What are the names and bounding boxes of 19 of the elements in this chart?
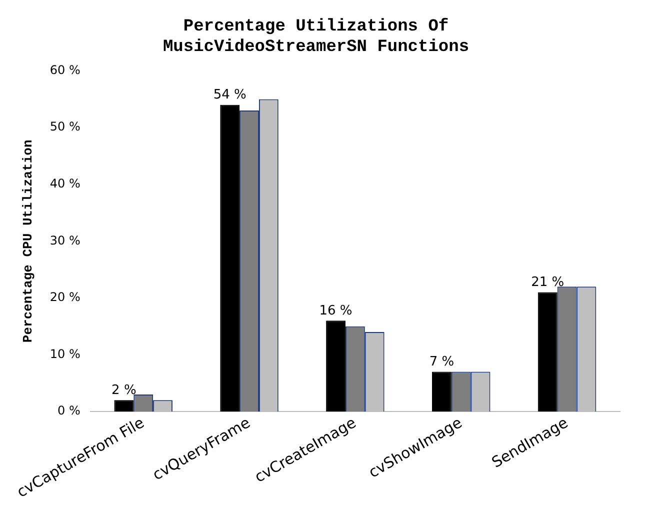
y-tick-label: 20 %: [50, 290, 80, 304]
y-tick-label: 40 %: [50, 176, 80, 190]
bar: [326, 320, 346, 412]
bar: [220, 104, 240, 412]
data-label: 21 %: [531, 275, 564, 290]
bar: [538, 292, 558, 412]
y-tick-label: 0 %: [58, 404, 80, 418]
data-label: 54 %: [213, 88, 246, 103]
data-label: 2 %: [112, 383, 136, 398]
y-tick-label: 60 %: [50, 62, 80, 77]
y-tick-label: 50 %: [50, 120, 80, 134]
y-tick-label: 30 %: [50, 233, 80, 248]
y-axis-title: Percentage CPU Utilization: [20, 140, 36, 343]
bar: [114, 400, 134, 412]
bar: [432, 372, 452, 412]
y-tick-label: 10 %: [50, 346, 80, 361]
data-label: 16 %: [319, 304, 352, 319]
data-label: 7 %: [429, 354, 454, 370]
chart-title: Percentage Utilizations Of MusicVideoStreamerSN Functions: [162, 17, 470, 57]
